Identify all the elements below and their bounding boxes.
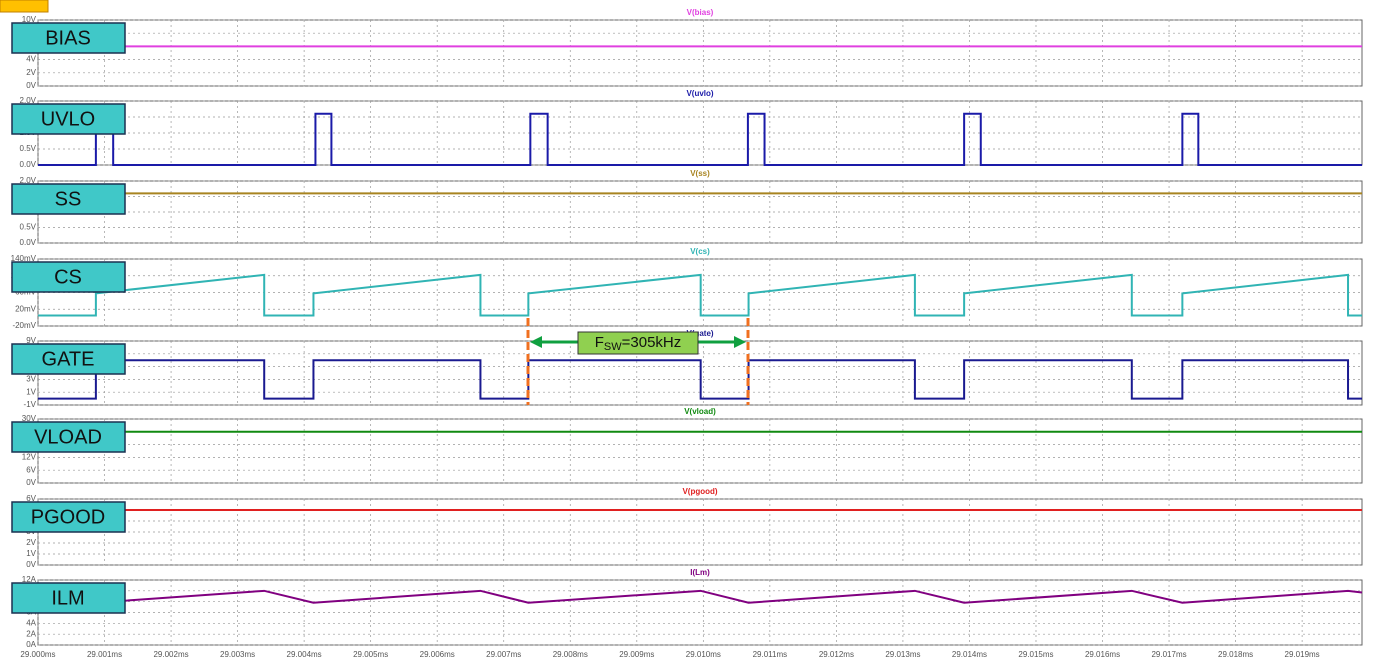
y-tick-label: -1V <box>24 400 37 409</box>
x-tick-label: 29.002ms <box>153 650 188 659</box>
annotation-label: ILM <box>51 587 84 609</box>
y-tick-label: 140mV <box>11 254 37 263</box>
panel-title: V(cs) <box>690 247 710 256</box>
y-tick-label: 0V <box>26 478 36 487</box>
corner-marker <box>0 0 49 13</box>
measurement-value: =305kHz <box>622 334 682 351</box>
y-tick-label: 10V <box>22 15 37 24</box>
panel-title: V(gate) <box>686 329 713 338</box>
x-tick-label: 29.010ms <box>686 650 721 659</box>
annotation-box <box>11 261 126 293</box>
x-tick-label: 29.009ms <box>619 650 654 659</box>
x-tick-label: 29.012ms <box>819 650 854 659</box>
waveform <box>37 589 1363 604</box>
y-tick-label: 4A <box>26 618 36 627</box>
annotation-box <box>11 22 126 54</box>
y-tick-label: 30V <box>22 414 37 423</box>
y-tick-label: 0.0V <box>20 160 37 169</box>
x-tick-label: 29.001ms <box>87 650 122 659</box>
y-tick-label: 0.5V <box>20 144 37 153</box>
y-tick-label: 1V <box>26 549 36 558</box>
panel-title: V(vload) <box>684 407 716 416</box>
y-tick-label: 6V <box>26 465 36 474</box>
arrow-head <box>734 336 746 348</box>
panel-title: V(pgood) <box>682 487 717 496</box>
x-tick-label: 29.016ms <box>1085 650 1120 659</box>
annotation-label: GATE <box>42 348 95 370</box>
panel-title: V(uvlo) <box>686 89 713 98</box>
x-tick-label: 29.011ms <box>753 650 788 659</box>
panel-title: V(ss) <box>690 169 710 178</box>
panel-title: I(Lm) <box>690 568 710 577</box>
y-tick-label: 3V <box>26 375 36 384</box>
y-tick-label: -20mV <box>12 321 36 330</box>
y-tick-label: 0V <box>26 81 36 90</box>
annotation-box <box>11 501 126 533</box>
waveform <box>38 359 1362 400</box>
annotation-label: UVLO <box>41 108 95 130</box>
y-tick-label: 0A <box>26 640 36 649</box>
y-tick-label: 2A <box>26 629 36 638</box>
measurement-box <box>577 331 699 355</box>
x-tick-label: 29.018ms <box>1218 650 1253 659</box>
annotation-label: CS <box>54 266 82 288</box>
panel-title: V(bias) <box>687 8 714 17</box>
y-tick-label: 0.5V <box>20 223 37 232</box>
plot-frame <box>37 418 1363 484</box>
annotation-box <box>11 421 126 453</box>
arrow-head <box>530 336 542 348</box>
y-tick-label: 0V <box>26 560 36 569</box>
x-tick-label: 29.000ms <box>20 650 55 659</box>
x-tick-label: 29.007ms <box>486 650 521 659</box>
y-tick-label: 6V <box>26 494 36 503</box>
y-tick-label: 9V <box>26 336 36 345</box>
x-tick-label: 29.013ms <box>885 650 920 659</box>
plot-frame <box>37 19 1363 87</box>
annotation-label: PGOOD <box>31 506 105 528</box>
y-tick-label: 2V <box>26 538 36 547</box>
annotation-box <box>11 343 126 375</box>
annotation-box <box>11 103 126 135</box>
annotation-label: SS <box>55 188 82 210</box>
x-tick-label: 29.004ms <box>287 650 322 659</box>
x-tick-label: 29.019ms <box>1285 650 1320 659</box>
x-tick-label: 29.006ms <box>420 650 455 659</box>
y-tick-label: 2.0V <box>20 96 37 105</box>
measurement-text: FSW=305kHz <box>595 334 682 353</box>
y-tick-label: 1V <box>26 387 36 396</box>
y-tick-label: 2.0V <box>20 176 37 185</box>
measurement-subscript: SW <box>604 341 622 353</box>
waveform <box>38 112 1362 166</box>
x-tick-label: 29.008ms <box>553 650 588 659</box>
y-tick-label: 2V <box>26 68 36 77</box>
measurement-symbol: F <box>595 334 604 351</box>
y-tick-label: 0.0V <box>20 238 37 247</box>
x-tick-label: 29.005ms <box>353 650 388 659</box>
annotation-box <box>11 183 126 215</box>
annotation-label: BIAS <box>45 27 91 49</box>
x-tick-label: 29.017ms <box>1151 650 1186 659</box>
y-tick-label: 12V <box>22 453 37 462</box>
y-tick-label: 4V <box>26 55 36 64</box>
x-tick-label: 29.015ms <box>1018 650 1053 659</box>
waveform <box>38 273 1362 317</box>
annotation-label: VLOAD <box>34 426 102 448</box>
annotation-box <box>11 582 126 614</box>
x-tick-label: 29.014ms <box>952 650 987 659</box>
y-tick-label: 20mV <box>15 304 37 313</box>
x-tick-label: 29.003ms <box>220 650 255 659</box>
y-tick-label: 12A <box>22 575 37 584</box>
